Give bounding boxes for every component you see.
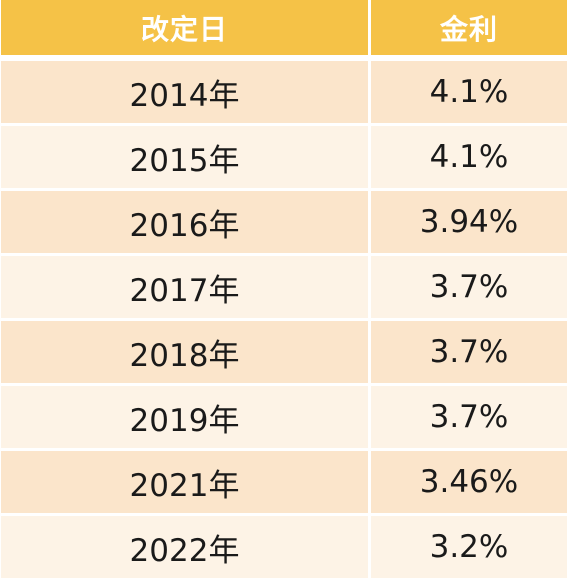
table-row: 2016年 3.94% [1, 191, 567, 256]
header-revision-date: 改定日 [1, 0, 371, 61]
row-rate-cell: 3.2% [371, 516, 567, 578]
table-row: 2019年 3.7% [1, 386, 567, 451]
row-rate-cell: 3.7% [371, 386, 567, 451]
header-row: 改定日 金利 [1, 0, 567, 61]
row-rate-cell: 3.7% [371, 321, 567, 386]
row-date-cell: 2017年 [1, 256, 371, 321]
row-rate-cell: 3.94% [371, 191, 567, 256]
row-date-cell: 2019年 [1, 386, 371, 451]
row-rate-cell: 3.46% [371, 451, 567, 516]
row-date-cell: 2016年 [1, 191, 371, 256]
table-row: 2022年 3.2% [1, 516, 567, 578]
row-date-cell: 2014年 [1, 61, 371, 126]
table-header: 改定日 金利 [1, 0, 567, 61]
header-interest-rate: 金利 [371, 0, 567, 61]
row-rate-cell: 4.1% [371, 126, 567, 191]
row-date-cell: 2021年 [1, 451, 371, 516]
table-row: 2021年 3.46% [1, 451, 567, 516]
row-rate-cell: 4.1% [371, 61, 567, 126]
row-rate-cell: 3.7% [371, 256, 567, 321]
row-date-cell: 2018年 [1, 321, 371, 386]
table-body: 2014年 4.1% 2015年 4.1% 2016年 3.94% 2017年 … [1, 61, 567, 578]
row-date-cell: 2022年 [1, 516, 371, 578]
table-row: 2014年 4.1% [1, 61, 567, 126]
row-date-cell: 2015年 [1, 126, 371, 191]
table-row: 2018年 3.7% [1, 321, 567, 386]
table-row: 2017年 3.7% [1, 256, 567, 321]
table-row: 2015年 4.1% [1, 126, 567, 191]
